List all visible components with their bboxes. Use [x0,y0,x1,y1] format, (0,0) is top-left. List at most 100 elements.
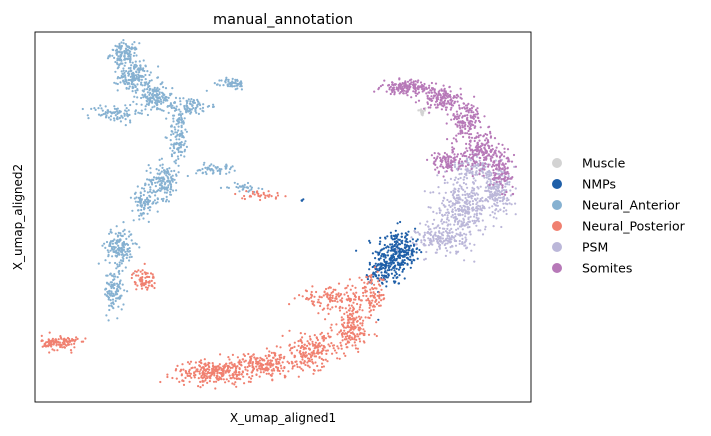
data-point [66,340,69,343]
data-point [485,142,488,145]
data-point [124,266,127,269]
data-point [126,58,129,61]
data-point [433,233,436,236]
data-point [382,247,386,250]
data-point [119,81,122,84]
data-point [514,202,517,205]
data-point [450,118,453,121]
data-point [483,144,487,147]
data-point [241,197,244,200]
data-point [463,200,467,204]
data-point [365,299,368,302]
data-point [325,352,328,355]
data-point [403,236,407,239]
data-point [379,85,382,88]
data-point [487,171,490,174]
data-point [359,322,362,325]
data-point [217,378,220,381]
data-point [374,250,377,253]
data-point [457,161,460,164]
data-point [460,185,463,188]
data-point [460,97,463,100]
data-point [123,233,126,236]
data-point [250,371,253,374]
data-point [135,75,138,78]
data-point [397,250,400,253]
data-point [442,221,446,224]
data-point [147,284,150,287]
data-point [293,297,296,300]
data-point [160,157,163,160]
data-point [310,290,313,294]
data-point [423,190,426,193]
data-point [459,164,462,167]
data-point [485,181,488,185]
data-point [133,192,137,195]
data-point [170,125,173,128]
data-point [499,200,502,203]
data-point [300,344,304,347]
data-point [353,295,357,298]
data-point [394,83,397,86]
data-point [446,218,449,221]
data-point [180,116,183,119]
data-point [114,261,117,265]
data-point [123,74,127,77]
legend-label: Muscle [582,156,626,171]
data-point [265,357,268,360]
data-point [375,303,379,306]
data-point [423,109,426,112]
data-point [451,202,454,205]
data-point [140,283,143,286]
data-point [427,106,430,109]
data-point [117,252,120,255]
data-point [318,342,321,345]
data-point [442,92,445,95]
data-point [392,83,395,87]
data-point [179,146,182,149]
data-point [358,318,362,321]
data-point [464,193,467,196]
data-point [493,185,497,188]
data-point [380,271,383,274]
data-point [426,230,430,234]
data-point [144,78,147,81]
data-point [166,375,169,379]
data-point [147,86,150,89]
data-point [452,183,455,186]
data-point [468,133,471,136]
data-point [202,103,205,106]
data-point [170,130,173,133]
data-point [461,237,464,240]
data-point [473,198,477,201]
data-point [41,339,44,342]
data-point [97,262,100,265]
data-point [430,81,433,85]
data-point [152,201,155,204]
data-point [297,340,300,343]
plot-frame [34,31,532,403]
data-point [172,132,175,135]
data-point [172,145,175,148]
data-point [341,324,345,327]
data-point [115,110,118,113]
data-point [419,222,422,225]
data-point [70,351,73,354]
data-point [384,264,387,267]
data-point [167,96,170,99]
data-point [329,296,332,299]
data-point [173,101,176,104]
data-point [155,104,159,107]
data-point [322,339,325,342]
data-point [476,201,479,204]
data-point [412,90,415,93]
data-point [69,339,72,343]
data-point [145,275,149,278]
data-point [123,114,126,117]
data-point [464,236,467,239]
data-point [473,187,476,190]
data-point [447,158,450,161]
data-point [308,347,311,350]
data-point [416,81,419,84]
data-point [395,252,398,255]
